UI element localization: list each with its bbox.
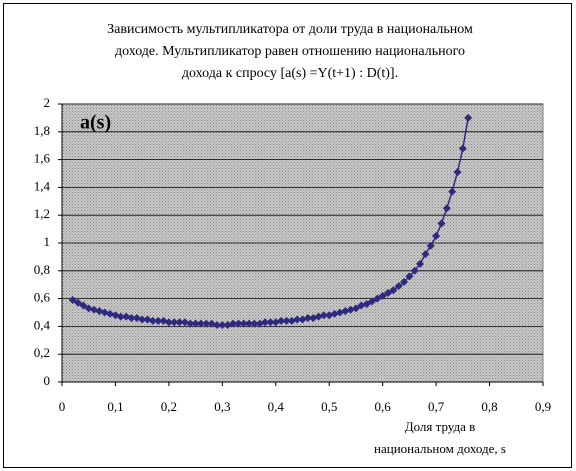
y-tick-label: 0,8 <box>34 262 50 277</box>
point <box>74 298 83 307</box>
y-tick-label: 1,6 <box>34 151 51 166</box>
point <box>196 319 205 328</box>
point <box>202 319 211 328</box>
x-tick-label: 0,3 <box>214 399 230 414</box>
point <box>351 304 360 313</box>
y-tick-label: 1,8 <box>34 123 50 138</box>
point <box>464 113 473 122</box>
point <box>245 319 254 328</box>
y-tick-label: 0 <box>44 373 51 388</box>
point <box>421 250 430 259</box>
point <box>416 259 425 268</box>
y-tick-label: 2 <box>44 95 51 110</box>
point <box>138 315 147 324</box>
point <box>432 232 441 241</box>
point <box>373 294 382 303</box>
point <box>164 318 173 327</box>
point <box>154 316 163 325</box>
point <box>453 168 462 177</box>
chart-title: дохода к спросу [a(s) =Y(t+1) : D(t)]. <box>182 66 398 81</box>
point <box>186 319 195 328</box>
y-tick-label: 0,2 <box>34 345 50 360</box>
point <box>442 204 451 213</box>
point <box>239 319 248 328</box>
x-tick-label: 0,2 <box>161 399 177 414</box>
point <box>426 241 435 250</box>
point <box>170 318 179 327</box>
y-tick-label: 0,4 <box>34 317 51 332</box>
chart-title: доходе. Мультипликатор равен отношению н… <box>115 44 465 59</box>
point <box>303 314 312 323</box>
point <box>448 187 457 196</box>
point <box>378 291 387 300</box>
x-tick-label: 0,4 <box>268 399 285 414</box>
point <box>410 266 419 275</box>
x-tick-label: 0,1 <box>107 399 123 414</box>
point <box>400 277 409 286</box>
annotation: a(s) <box>80 112 111 134</box>
point <box>282 316 291 325</box>
point <box>127 314 136 323</box>
y-tick-label: 1 <box>44 234 51 249</box>
point <box>191 319 200 328</box>
point <box>79 301 88 310</box>
x-axis-label: национальном доходе, s <box>374 441 506 456</box>
x-tick-label: 0,5 <box>321 399 337 414</box>
point <box>384 289 393 298</box>
point <box>266 318 275 327</box>
point <box>319 311 328 320</box>
y-tick-label: 0,6 <box>34 290 51 305</box>
point <box>458 144 467 153</box>
point <box>261 318 270 327</box>
y-tick-label: 1,4 <box>34 178 51 193</box>
x-axis-label: Доля труда в <box>405 419 476 434</box>
point <box>367 297 376 306</box>
x-tick-label: 0,9 <box>535 399 551 414</box>
point <box>234 319 243 328</box>
point <box>362 300 371 309</box>
x-tick-label: 0,6 <box>375 399 392 414</box>
point <box>229 319 238 328</box>
point <box>175 318 184 327</box>
point <box>293 315 302 324</box>
x-tick-label: 0,8 <box>481 399 497 414</box>
x-tick-label: 0 <box>59 399 66 414</box>
point <box>277 316 286 325</box>
point <box>218 321 227 330</box>
point <box>68 295 77 304</box>
point <box>212 321 221 330</box>
point <box>437 219 446 228</box>
chart-title: Зависимость мультипликатора от доли труд… <box>107 22 473 37</box>
x-tick-label: 0,7 <box>428 399 445 414</box>
point <box>148 316 157 325</box>
point <box>405 272 414 281</box>
point <box>250 319 259 328</box>
point <box>394 282 403 291</box>
y-tick-label: 1,2 <box>34 206 50 221</box>
point <box>389 286 398 295</box>
point <box>116 312 125 321</box>
